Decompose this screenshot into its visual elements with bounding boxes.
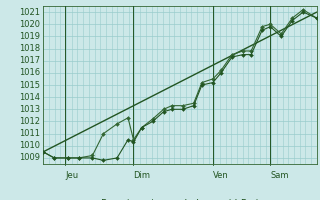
Text: 1013: 1013	[19, 105, 40, 114]
Text: 1015: 1015	[20, 80, 40, 90]
Text: Ven: Ven	[213, 171, 228, 180]
Text: 1011: 1011	[20, 129, 40, 138]
Text: 1009: 1009	[20, 153, 40, 162]
Text: Sam: Sam	[270, 171, 289, 180]
Text: 1020: 1020	[20, 20, 40, 29]
Text: 1014: 1014	[20, 93, 40, 102]
Text: 1012: 1012	[20, 117, 40, 126]
Text: Jeu: Jeu	[65, 171, 78, 180]
Text: 1017: 1017	[19, 56, 40, 65]
Text: 1021: 1021	[20, 8, 40, 17]
Text: 1018: 1018	[19, 44, 40, 53]
Text: Pression niveau de la mer( hPa ): Pression niveau de la mer( hPa )	[101, 199, 259, 200]
Text: 1019: 1019	[20, 32, 40, 41]
Text: 1010: 1010	[20, 141, 40, 150]
Text: Dim: Dim	[133, 171, 150, 180]
Text: 1016: 1016	[19, 68, 40, 77]
